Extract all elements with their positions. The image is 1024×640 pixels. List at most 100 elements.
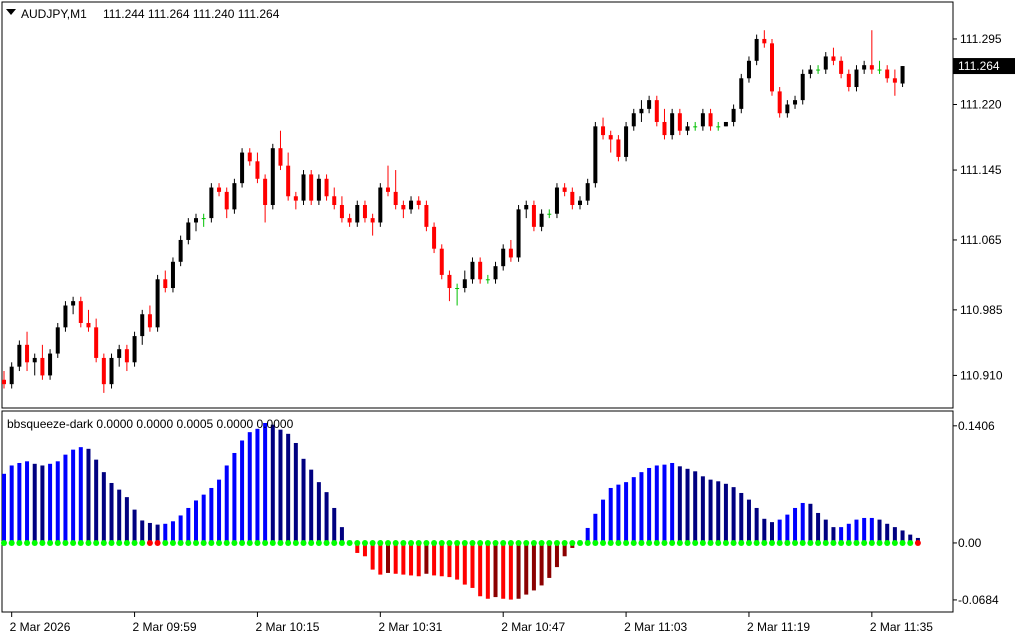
candle-body bbox=[885, 69, 890, 79]
histogram-bar bbox=[462, 542, 467, 585]
candle-body bbox=[793, 100, 798, 105]
candle bbox=[2, 371, 6, 389]
candle-body bbox=[194, 218, 198, 223]
histogram-bar bbox=[608, 487, 613, 543]
candle bbox=[78, 296, 83, 328]
squeeze-dot bbox=[85, 539, 92, 546]
histogram-bar bbox=[339, 527, 344, 543]
candle-body bbox=[209, 187, 214, 219]
candle-body bbox=[255, 161, 260, 179]
symbol-menu-triangle-icon[interactable] bbox=[6, 9, 16, 15]
histogram-layer bbox=[2, 422, 920, 600]
histogram-bar bbox=[393, 542, 398, 574]
candle-body bbox=[94, 327, 99, 358]
squeeze-dot bbox=[692, 539, 699, 546]
squeeze-dot bbox=[400, 539, 407, 546]
candle bbox=[654, 95, 659, 127]
squeeze-dot bbox=[169, 539, 176, 546]
candle bbox=[639, 100, 644, 122]
candle bbox=[301, 170, 306, 205]
histogram-bar bbox=[301, 458, 306, 543]
candle bbox=[593, 121, 598, 188]
histogram-bar bbox=[316, 482, 321, 543]
histogram-bar bbox=[900, 530, 905, 543]
price-tick-label: 111.145 bbox=[960, 163, 1002, 177]
histogram-bar bbox=[186, 507, 191, 543]
candle bbox=[278, 130, 283, 171]
histogram-bar bbox=[777, 519, 782, 543]
candle-body bbox=[892, 78, 897, 83]
candle bbox=[754, 34, 759, 66]
squeeze-dot bbox=[315, 539, 322, 546]
squeeze-dot bbox=[1, 539, 7, 546]
candle-body bbox=[554, 187, 559, 214]
candle-body bbox=[578, 200, 582, 205]
candle-body bbox=[163, 279, 168, 289]
squeeze-dot bbox=[408, 539, 415, 546]
candle bbox=[601, 117, 606, 140]
candle-body bbox=[32, 357, 37, 363]
candle bbox=[393, 170, 398, 210]
candle bbox=[793, 95, 798, 109]
squeeze-dot bbox=[530, 539, 537, 546]
candle bbox=[178, 235, 183, 267]
candle bbox=[900, 66, 905, 88]
candle bbox=[892, 69, 897, 96]
histogram-bar bbox=[124, 497, 129, 543]
price-axis: 111.295 111.220 111.145 111.065 110.985 110.9… bbox=[953, 32, 1003, 382]
candle-body bbox=[785, 104, 790, 114]
squeeze-dot bbox=[561, 539, 568, 546]
histogram-bar bbox=[547, 542, 552, 578]
candle-body bbox=[470, 261, 475, 280]
candle-body bbox=[347, 218, 352, 223]
histogram-bar bbox=[869, 517, 874, 543]
last-price-label: 111.264 bbox=[958, 59, 1000, 73]
candle-body bbox=[823, 56, 828, 70]
candle-body bbox=[647, 100, 652, 109]
squeeze-dot bbox=[361, 539, 368, 546]
candle bbox=[40, 344, 45, 380]
candle-body bbox=[846, 73, 851, 88]
squeeze-dot bbox=[77, 539, 84, 546]
histogram-bar bbox=[194, 500, 198, 543]
candle-body bbox=[401, 205, 406, 210]
candle bbox=[94, 318, 99, 363]
squeeze-dot bbox=[438, 539, 445, 546]
candle bbox=[616, 135, 621, 162]
histogram-bar bbox=[140, 520, 145, 543]
squeeze-dot bbox=[269, 539, 276, 546]
candle-body bbox=[639, 108, 644, 114]
candle bbox=[386, 165, 390, 197]
candle-body bbox=[101, 357, 106, 385]
candle bbox=[854, 65, 859, 92]
candle-body bbox=[770, 43, 774, 92]
squeeze-dot bbox=[16, 539, 23, 546]
squeeze-dot bbox=[853, 539, 860, 546]
candle bbox=[170, 257, 175, 293]
price-tick-label: 111.220 bbox=[960, 98, 1002, 112]
candle bbox=[831, 47, 836, 66]
squeeze-dot bbox=[845, 539, 852, 546]
candle-body bbox=[132, 336, 137, 363]
histogram-bar bbox=[2, 473, 6, 543]
candle bbox=[762, 30, 767, 48]
squeeze-dot bbox=[185, 539, 192, 546]
candle bbox=[378, 183, 383, 227]
candle bbox=[339, 196, 344, 223]
squeeze-dot bbox=[776, 539, 783, 546]
squeeze-dot bbox=[707, 539, 714, 546]
squeeze-dot bbox=[699, 539, 706, 546]
squeeze-dot bbox=[461, 539, 468, 546]
candle bbox=[432, 222, 437, 254]
candle-body bbox=[316, 178, 321, 201]
squeeze-dot bbox=[630, 539, 637, 546]
squeeze-dot bbox=[730, 539, 737, 546]
squeeze-dot bbox=[123, 539, 130, 546]
squeeze-dot bbox=[638, 539, 645, 546]
candle-body bbox=[232, 183, 237, 210]
histogram-bar bbox=[432, 542, 437, 576]
histogram-bar bbox=[9, 465, 14, 543]
histogram-bar bbox=[539, 542, 544, 586]
